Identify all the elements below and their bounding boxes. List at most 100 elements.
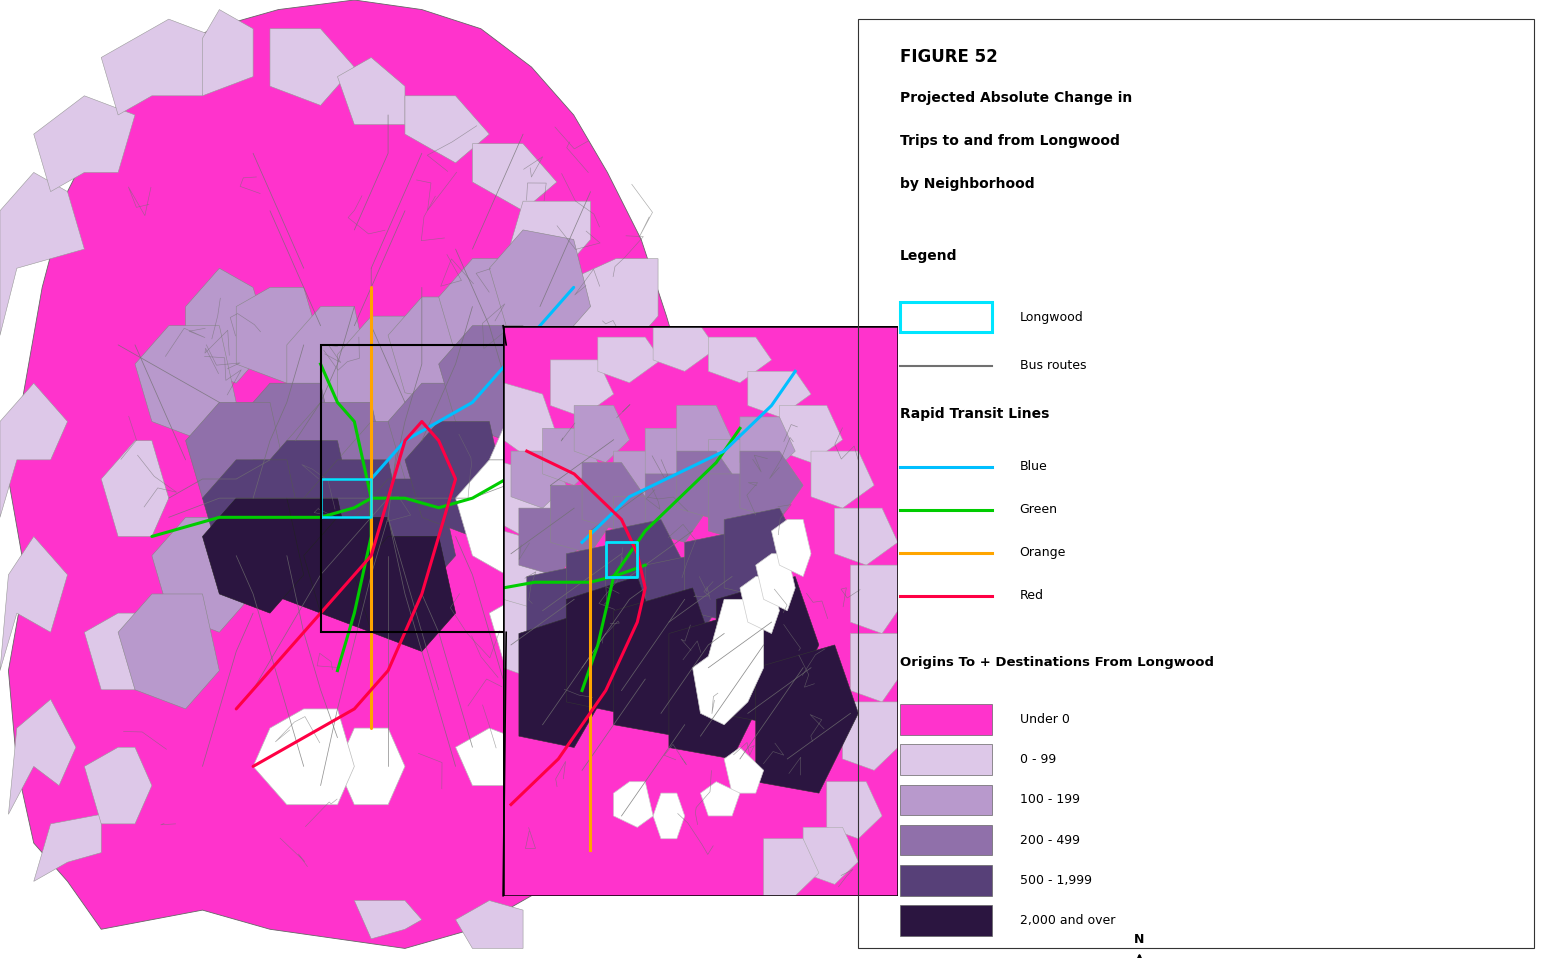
Polygon shape xyxy=(503,326,898,896)
Polygon shape xyxy=(186,268,269,383)
Bar xyxy=(320,345,506,632)
Polygon shape xyxy=(646,428,700,486)
Polygon shape xyxy=(438,259,540,374)
Polygon shape xyxy=(489,594,574,671)
Polygon shape xyxy=(254,498,354,613)
Polygon shape xyxy=(34,96,135,192)
Polygon shape xyxy=(406,96,489,163)
Polygon shape xyxy=(574,405,630,463)
Text: Longwood: Longwood xyxy=(1020,310,1084,324)
Text: Under 0: Under 0 xyxy=(1020,713,1070,726)
Polygon shape xyxy=(8,699,76,814)
Polygon shape xyxy=(834,508,898,565)
Polygon shape xyxy=(755,645,859,793)
Polygon shape xyxy=(118,594,220,709)
Polygon shape xyxy=(582,463,646,531)
Polygon shape xyxy=(669,611,771,759)
Polygon shape xyxy=(543,428,598,486)
Polygon shape xyxy=(389,297,489,402)
Polygon shape xyxy=(203,10,254,96)
Polygon shape xyxy=(506,201,591,278)
Polygon shape xyxy=(850,565,898,633)
Polygon shape xyxy=(526,565,605,656)
Polygon shape xyxy=(574,259,658,354)
Polygon shape xyxy=(406,422,506,536)
Polygon shape xyxy=(511,451,567,508)
Polygon shape xyxy=(472,144,557,211)
FancyBboxPatch shape xyxy=(899,865,992,896)
Text: N: N xyxy=(1135,932,1144,946)
FancyBboxPatch shape xyxy=(899,905,992,936)
Polygon shape xyxy=(203,498,303,613)
Text: 100 - 199: 100 - 199 xyxy=(1020,793,1081,807)
Polygon shape xyxy=(152,517,254,632)
Polygon shape xyxy=(803,828,859,884)
Polygon shape xyxy=(354,536,455,651)
Polygon shape xyxy=(237,287,320,383)
Polygon shape xyxy=(254,709,354,805)
Polygon shape xyxy=(0,536,68,671)
Polygon shape xyxy=(684,531,763,622)
Polygon shape xyxy=(438,326,540,441)
Text: Rapid Transit Lines: Rapid Transit Lines xyxy=(899,407,1050,422)
Polygon shape xyxy=(724,747,763,793)
FancyBboxPatch shape xyxy=(899,704,992,735)
Polygon shape xyxy=(220,460,320,575)
Polygon shape xyxy=(519,611,613,747)
Polygon shape xyxy=(0,172,84,335)
Polygon shape xyxy=(551,486,613,554)
Polygon shape xyxy=(613,782,653,828)
Polygon shape xyxy=(780,405,842,463)
Polygon shape xyxy=(740,577,780,633)
Text: Bus routes: Bus routes xyxy=(1020,359,1087,373)
Polygon shape xyxy=(598,337,661,383)
Text: Blue: Blue xyxy=(1020,460,1048,473)
FancyBboxPatch shape xyxy=(899,302,992,332)
Polygon shape xyxy=(8,0,700,948)
Polygon shape xyxy=(34,814,101,881)
Polygon shape xyxy=(455,901,523,948)
Text: Green: Green xyxy=(1020,503,1057,516)
Polygon shape xyxy=(101,19,220,115)
Polygon shape xyxy=(646,474,709,542)
Polygon shape xyxy=(269,29,354,105)
Polygon shape xyxy=(354,901,421,939)
Polygon shape xyxy=(337,422,438,536)
Polygon shape xyxy=(633,469,700,565)
Polygon shape xyxy=(503,326,898,896)
Polygon shape xyxy=(605,519,684,611)
Polygon shape xyxy=(811,451,875,508)
Polygon shape xyxy=(551,360,613,417)
Polygon shape xyxy=(455,728,540,786)
Polygon shape xyxy=(607,354,675,450)
FancyBboxPatch shape xyxy=(899,825,992,855)
Polygon shape xyxy=(700,782,740,816)
Polygon shape xyxy=(254,441,354,556)
Polygon shape xyxy=(503,463,559,542)
Polygon shape xyxy=(303,460,406,575)
Polygon shape xyxy=(186,402,286,517)
Polygon shape xyxy=(540,364,624,460)
Polygon shape xyxy=(489,230,591,345)
Polygon shape xyxy=(709,474,771,542)
Polygon shape xyxy=(763,839,819,896)
Polygon shape xyxy=(135,326,237,441)
Polygon shape xyxy=(337,57,406,125)
Polygon shape xyxy=(740,417,796,474)
Polygon shape xyxy=(303,517,406,632)
Polygon shape xyxy=(740,451,803,519)
Polygon shape xyxy=(653,326,717,372)
Polygon shape xyxy=(0,383,68,517)
Polygon shape xyxy=(101,441,169,536)
Text: Orange: Orange xyxy=(1020,546,1067,559)
Polygon shape xyxy=(506,671,591,747)
Text: Origins To + Destinations From Longwood: Origins To + Destinations From Longwood xyxy=(899,656,1214,670)
Text: Trips to and from Longwood: Trips to and from Longwood xyxy=(899,134,1119,148)
Polygon shape xyxy=(203,460,303,575)
Polygon shape xyxy=(676,451,740,519)
Polygon shape xyxy=(850,633,898,702)
Polygon shape xyxy=(748,372,811,417)
Polygon shape xyxy=(633,584,683,690)
Polygon shape xyxy=(613,497,676,565)
Polygon shape xyxy=(827,782,882,839)
